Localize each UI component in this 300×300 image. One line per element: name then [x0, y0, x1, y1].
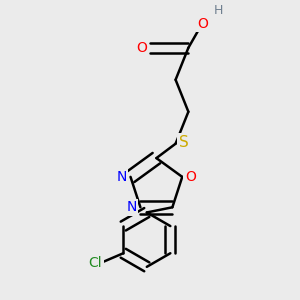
Text: O: O — [136, 41, 147, 55]
Text: N: N — [116, 170, 127, 184]
Text: N: N — [126, 200, 137, 214]
Text: Cl: Cl — [88, 256, 102, 270]
Text: O: O — [197, 17, 208, 31]
Text: S: S — [179, 135, 188, 150]
Text: H: H — [214, 4, 224, 17]
Text: O: O — [185, 170, 196, 184]
